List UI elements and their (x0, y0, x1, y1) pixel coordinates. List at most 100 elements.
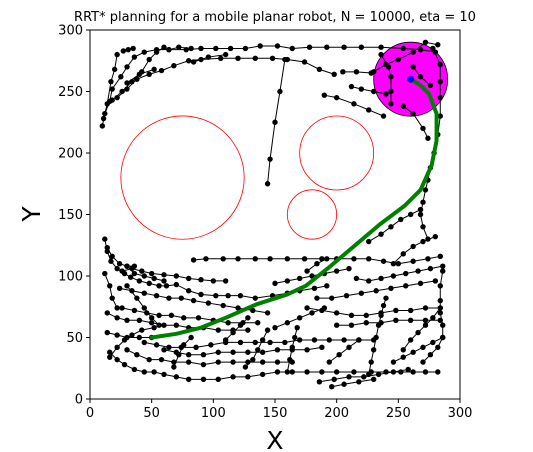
tree-node-32-3 (289, 344, 295, 351)
tree-node-49-1 (304, 268, 310, 274)
tree-node-44-1 (326, 359, 332, 365)
tree-node-28-4 (131, 366, 138, 373)
tree-node-40-4 (420, 238, 426, 245)
tree-node-7-3 (188, 45, 194, 52)
tree-node-30-6 (208, 342, 214, 348)
tree-node-53-4 (440, 334, 446, 341)
tree-node-1-7 (131, 54, 138, 60)
tree-node-26-2 (114, 332, 120, 338)
tree-node-16-2 (417, 74, 424, 80)
tree-node-41-5 (264, 327, 271, 333)
tree-node-44-3 (346, 344, 352, 351)
tree-node-7-1 (166, 46, 172, 53)
tree-node-18-7 (136, 278, 143, 284)
tree-node-28-2 (114, 356, 120, 363)
tree-node-29-11 (259, 359, 266, 365)
y-tick-label-150: 150 (58, 208, 83, 223)
tree-node-45-2 (407, 337, 414, 343)
tree-node-26-1 (104, 329, 110, 336)
tree-node-52-4 (370, 376, 377, 383)
tree-node-35-1 (333, 322, 340, 328)
y-tick-label-200: 200 (58, 147, 83, 162)
tree-node-39-1 (366, 238, 372, 245)
x-tick-label-150: 150 (263, 406, 288, 421)
goal-point-layer (407, 75, 415, 83)
tree-node-22-2 (203, 256, 209, 262)
tree-node-48-3 (296, 275, 303, 282)
tree-node-16-3 (427, 82, 434, 89)
tree-node-28-19 (333, 369, 340, 375)
tree-node-47-4 (309, 310, 315, 316)
tree-node-27-6 (151, 324, 157, 331)
tree-node-37-8 (417, 280, 424, 287)
tree-node-34-2 (368, 359, 374, 365)
tree-node-23-4 (153, 292, 160, 299)
tree-node-40-1 (390, 261, 397, 267)
tree-node-38-2 (366, 278, 372, 284)
tree-node-30-3 (166, 344, 172, 351)
tree-node-37-9 (432, 278, 439, 284)
tree-node-18-11 (173, 281, 180, 288)
tree-node-2-4 (111, 66, 118, 73)
tree-node-42-3 (181, 342, 187, 348)
tree-node-21-3 (139, 268, 145, 274)
tree-node-30-8 (237, 339, 244, 346)
tree-node-1-15 (242, 45, 249, 52)
tree-node-23-3 (141, 290, 147, 296)
tree-node-37-4 (358, 290, 365, 296)
tree-node-27-3 (121, 337, 128, 343)
tree-node-39-3 (388, 224, 394, 230)
tree-node-37-7 (403, 283, 409, 289)
tree-node-1-12 (198, 45, 204, 52)
tree-node-28-10 (200, 376, 207, 383)
tree-node-14-4 (437, 94, 443, 101)
tree-node-45-4 (422, 322, 429, 328)
tree-node-52-3 (356, 379, 362, 385)
tree-node-37-5 (373, 288, 379, 294)
tree-node-30-9 (252, 339, 258, 346)
tree-node-51-3 (141, 305, 147, 311)
tree-node-24-7 (195, 315, 202, 321)
tree-node-36-1 (304, 305, 310, 311)
tree-node-48-7 (346, 265, 352, 272)
tree-node-47-5 (321, 305, 328, 311)
tree-node-23-6 (178, 295, 184, 301)
tree-node-24-1 (119, 305, 125, 311)
tree-node-18-15 (225, 292, 231, 299)
tree-node-37-2 (329, 295, 335, 301)
x-axis-label: X (266, 426, 283, 452)
tree-node-1-8 (141, 49, 147, 55)
tree-node-39-6 (417, 206, 424, 213)
tree-node-17-3 (420, 125, 426, 132)
tree-node-18-3 (108, 258, 114, 264)
tree-node-28-6 (151, 369, 157, 375)
tree-node-25-2 (114, 315, 120, 321)
tree-node-22-14 (395, 261, 402, 267)
tree-node-30-2 (153, 342, 160, 348)
goal-point (407, 75, 415, 83)
tree-node-33-3 (346, 374, 352, 380)
tree-node-11-5 (321, 92, 328, 98)
tree-edge-42 (173, 337, 192, 368)
tree-node-18-1 (102, 236, 108, 242)
tree-node-52-2 (341, 381, 347, 387)
tree-node-28-1 (107, 349, 113, 355)
tree-node-18-12 (185, 288, 192, 294)
tree-node-32-2 (287, 356, 293, 363)
tree-node-47-1 (272, 324, 278, 331)
tree-node-5-12 (269, 55, 276, 61)
tree-node-20-2 (131, 270, 138, 277)
tree-node-12-4 (410, 49, 416, 55)
tree-node-29-1 (124, 347, 130, 353)
tree-node-4-6 (153, 49, 160, 55)
path-layer (149, 77, 439, 340)
y-tick-label-100: 100 (58, 270, 83, 285)
tree-node-31-6 (230, 349, 236, 355)
tree-node-16-1 (410, 64, 416, 70)
tree-node-1-19 (306, 44, 313, 50)
tree-node-23-1 (116, 285, 123, 291)
tree-node-25-1 (104, 310, 110, 316)
tree-node-20-4 (151, 275, 157, 282)
tree-node-32-1 (284, 369, 291, 375)
tree-node-25-10 (215, 327, 221, 333)
